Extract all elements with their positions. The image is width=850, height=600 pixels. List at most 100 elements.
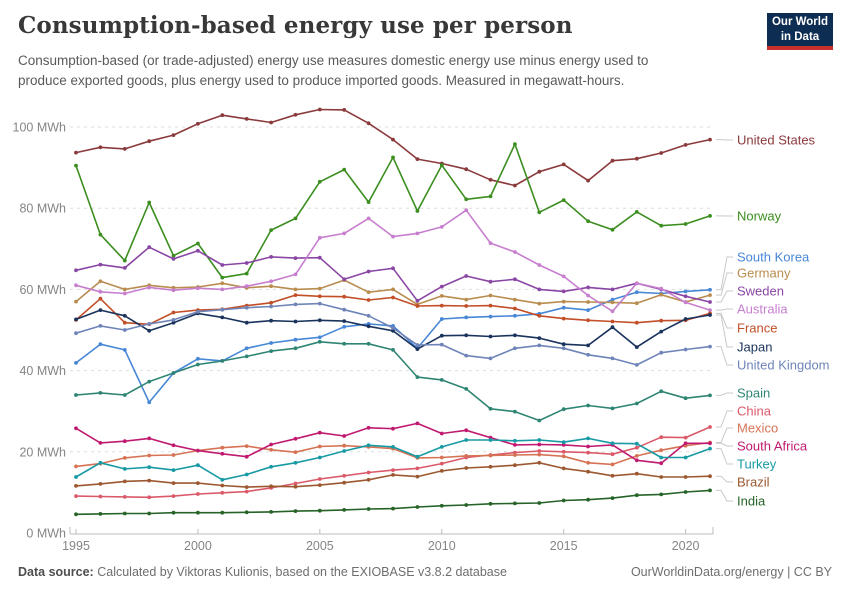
data-point-norway-2003 bbox=[269, 228, 273, 233]
data-point-mexico-2001 bbox=[220, 445, 225, 450]
data-point-spain-2008 bbox=[391, 348, 395, 352]
data-point-australia-2005 bbox=[317, 235, 322, 240]
series-line-china[interactable] bbox=[75, 426, 711, 499]
data-point-sweden-2017 bbox=[610, 287, 615, 292]
x-tick-label-2000: 2000 bbox=[184, 539, 212, 553]
entity-label-norway[interactable]: Norway bbox=[737, 209, 782, 224]
series-line-sweden[interactable] bbox=[75, 246, 711, 303]
data-point-united-states-2011 bbox=[464, 167, 469, 172]
x-tick-label-2020: 2020 bbox=[672, 539, 700, 553]
data-point-brazil-2005 bbox=[317, 483, 322, 487]
data-point-brazil-1999 bbox=[171, 481, 176, 485]
data-point-turkey-2010 bbox=[439, 445, 444, 449]
data-point-norway-2009 bbox=[415, 209, 420, 213]
data-point-south-africa-1998 bbox=[147, 436, 152, 441]
series-line-united-states[interactable] bbox=[75, 108, 711, 187]
label-connector-germany bbox=[716, 272, 733, 296]
data-point-mexico-2005 bbox=[317, 444, 322, 449]
data-point-sweden-2015 bbox=[561, 289, 566, 294]
data-point-south-africa-2019 bbox=[659, 461, 664, 466]
data-point-spain-2003 bbox=[269, 349, 273, 353]
entity-label-india[interactable]: India bbox=[737, 494, 766, 509]
data-point-sweden-2020 bbox=[683, 294, 688, 299]
data-point-united-kingdom-2008 bbox=[391, 326, 395, 330]
data-point-india-2018 bbox=[634, 493, 639, 498]
label-connector-brazil bbox=[716, 475, 733, 483]
data-point-south-africa-2000 bbox=[196, 448, 200, 453]
data-point-sweden-2005 bbox=[317, 255, 322, 260]
entity-label-turkey[interactable]: Turkey bbox=[737, 457, 777, 472]
entity-label-france[interactable]: France bbox=[737, 321, 777, 336]
data-point-china-2006 bbox=[342, 473, 347, 478]
data-point-norway-1996 bbox=[98, 232, 103, 237]
entity-label-mexico[interactable]: Mexico bbox=[737, 421, 778, 436]
data-point-south-africa-2020 bbox=[683, 441, 688, 446]
data-point-germany-2017 bbox=[610, 300, 615, 305]
owid-link[interactable]: OurWorldinData.org/energy bbox=[630, 565, 784, 579]
data-point-mexico-2010 bbox=[439, 455, 444, 460]
data-point-turkey-2014 bbox=[537, 438, 542, 442]
series-markers-japan bbox=[74, 308, 712, 351]
data-point-united-kingdom-2020 bbox=[683, 347, 688, 352]
data-point-united-kingdom-2018 bbox=[634, 363, 639, 367]
data-point-japan-2005 bbox=[317, 318, 322, 323]
data-point-sweden-2013 bbox=[513, 277, 517, 282]
data-point-south-korea-1995 bbox=[74, 361, 78, 365]
data-point-norway-2019 bbox=[659, 223, 664, 228]
data-point-japan-2017 bbox=[610, 325, 615, 330]
data-point-japan-2007 bbox=[366, 324, 371, 329]
data-point-japan-2016 bbox=[586, 343, 590, 348]
entity-label-brazil[interactable]: Brazil bbox=[737, 475, 770, 490]
data-point-japan-1998 bbox=[147, 328, 152, 333]
entity-label-united-states[interactable]: United States bbox=[737, 133, 816, 148]
entity-label-china[interactable]: China bbox=[737, 404, 772, 419]
data-point-china-1996 bbox=[98, 494, 103, 499]
series-line-spain[interactable] bbox=[75, 340, 711, 422]
data-point-united-kingdom-2019 bbox=[659, 350, 664, 355]
data-point-mexico-2002 bbox=[244, 444, 249, 448]
data-point-united-kingdom-2014 bbox=[537, 343, 542, 348]
label-connector-china bbox=[716, 410, 733, 428]
data-point-sweden-1995 bbox=[74, 268, 78, 273]
data-point-norway-2016 bbox=[586, 219, 590, 224]
owid-logo-line1: Our World bbox=[771, 16, 828, 29]
data-point-mexico-2019 bbox=[659, 448, 664, 453]
data-point-south-africa-2005 bbox=[317, 430, 322, 435]
data-point-united-kingdom-2001 bbox=[220, 307, 225, 312]
data-point-turkey-2015 bbox=[561, 440, 566, 444]
data-point-sweden-2006 bbox=[342, 277, 347, 282]
entity-label-spain[interactable]: Spain bbox=[737, 386, 770, 401]
data-point-norway-2013 bbox=[513, 142, 517, 147]
data-point-united-states-1996 bbox=[98, 145, 103, 150]
data-point-south-africa-2006 bbox=[342, 434, 347, 438]
data-point-united-kingdom-2016 bbox=[586, 352, 590, 357]
entity-label-japan[interactable]: Japan bbox=[737, 340, 772, 355]
data-point-brazil-2004 bbox=[293, 484, 298, 489]
data-point-brazil-2003 bbox=[269, 484, 273, 489]
data-point-united-kingdom-2010 bbox=[439, 342, 444, 347]
data-point-mexico-2006 bbox=[342, 443, 347, 448]
entity-label-australia[interactable]: Australia bbox=[737, 302, 788, 317]
entity-label-south-africa[interactable]: South Africa bbox=[737, 439, 808, 454]
entity-label-germany[interactable]: Germany bbox=[737, 266, 791, 281]
series-line-germany[interactable] bbox=[75, 279, 711, 306]
data-point-china-2010 bbox=[439, 461, 444, 466]
data-point-united-states-2004 bbox=[293, 112, 298, 117]
data-point-turkey-1995 bbox=[74, 475, 78, 479]
entity-label-sweden[interactable]: Sweden bbox=[737, 284, 784, 299]
data-point-australia-2008 bbox=[391, 234, 395, 239]
data-point-sweden-2014 bbox=[537, 287, 542, 292]
owid-logo[interactable]: Our World in Data bbox=[767, 13, 833, 50]
series-line-india[interactable] bbox=[75, 489, 711, 516]
data-point-south-africa-2011 bbox=[464, 428, 469, 433]
data-point-spain-1998 bbox=[147, 379, 152, 384]
data-point-japan-2002 bbox=[244, 320, 249, 325]
data-point-turkey-2019 bbox=[659, 455, 664, 460]
data-point-mexico-2016 bbox=[586, 460, 590, 465]
data-point-norway-1995 bbox=[74, 163, 78, 168]
entity-label-united-kingdom[interactable]: United Kingdom bbox=[737, 358, 830, 373]
series-line-south-korea[interactable] bbox=[75, 288, 711, 404]
data-source-text: Calculated by Viktoras Kulionis, based o… bbox=[97, 565, 507, 579]
entity-label-south-korea[interactable]: South Korea bbox=[737, 250, 810, 265]
data-point-united-kingdom-1998 bbox=[147, 322, 152, 326]
